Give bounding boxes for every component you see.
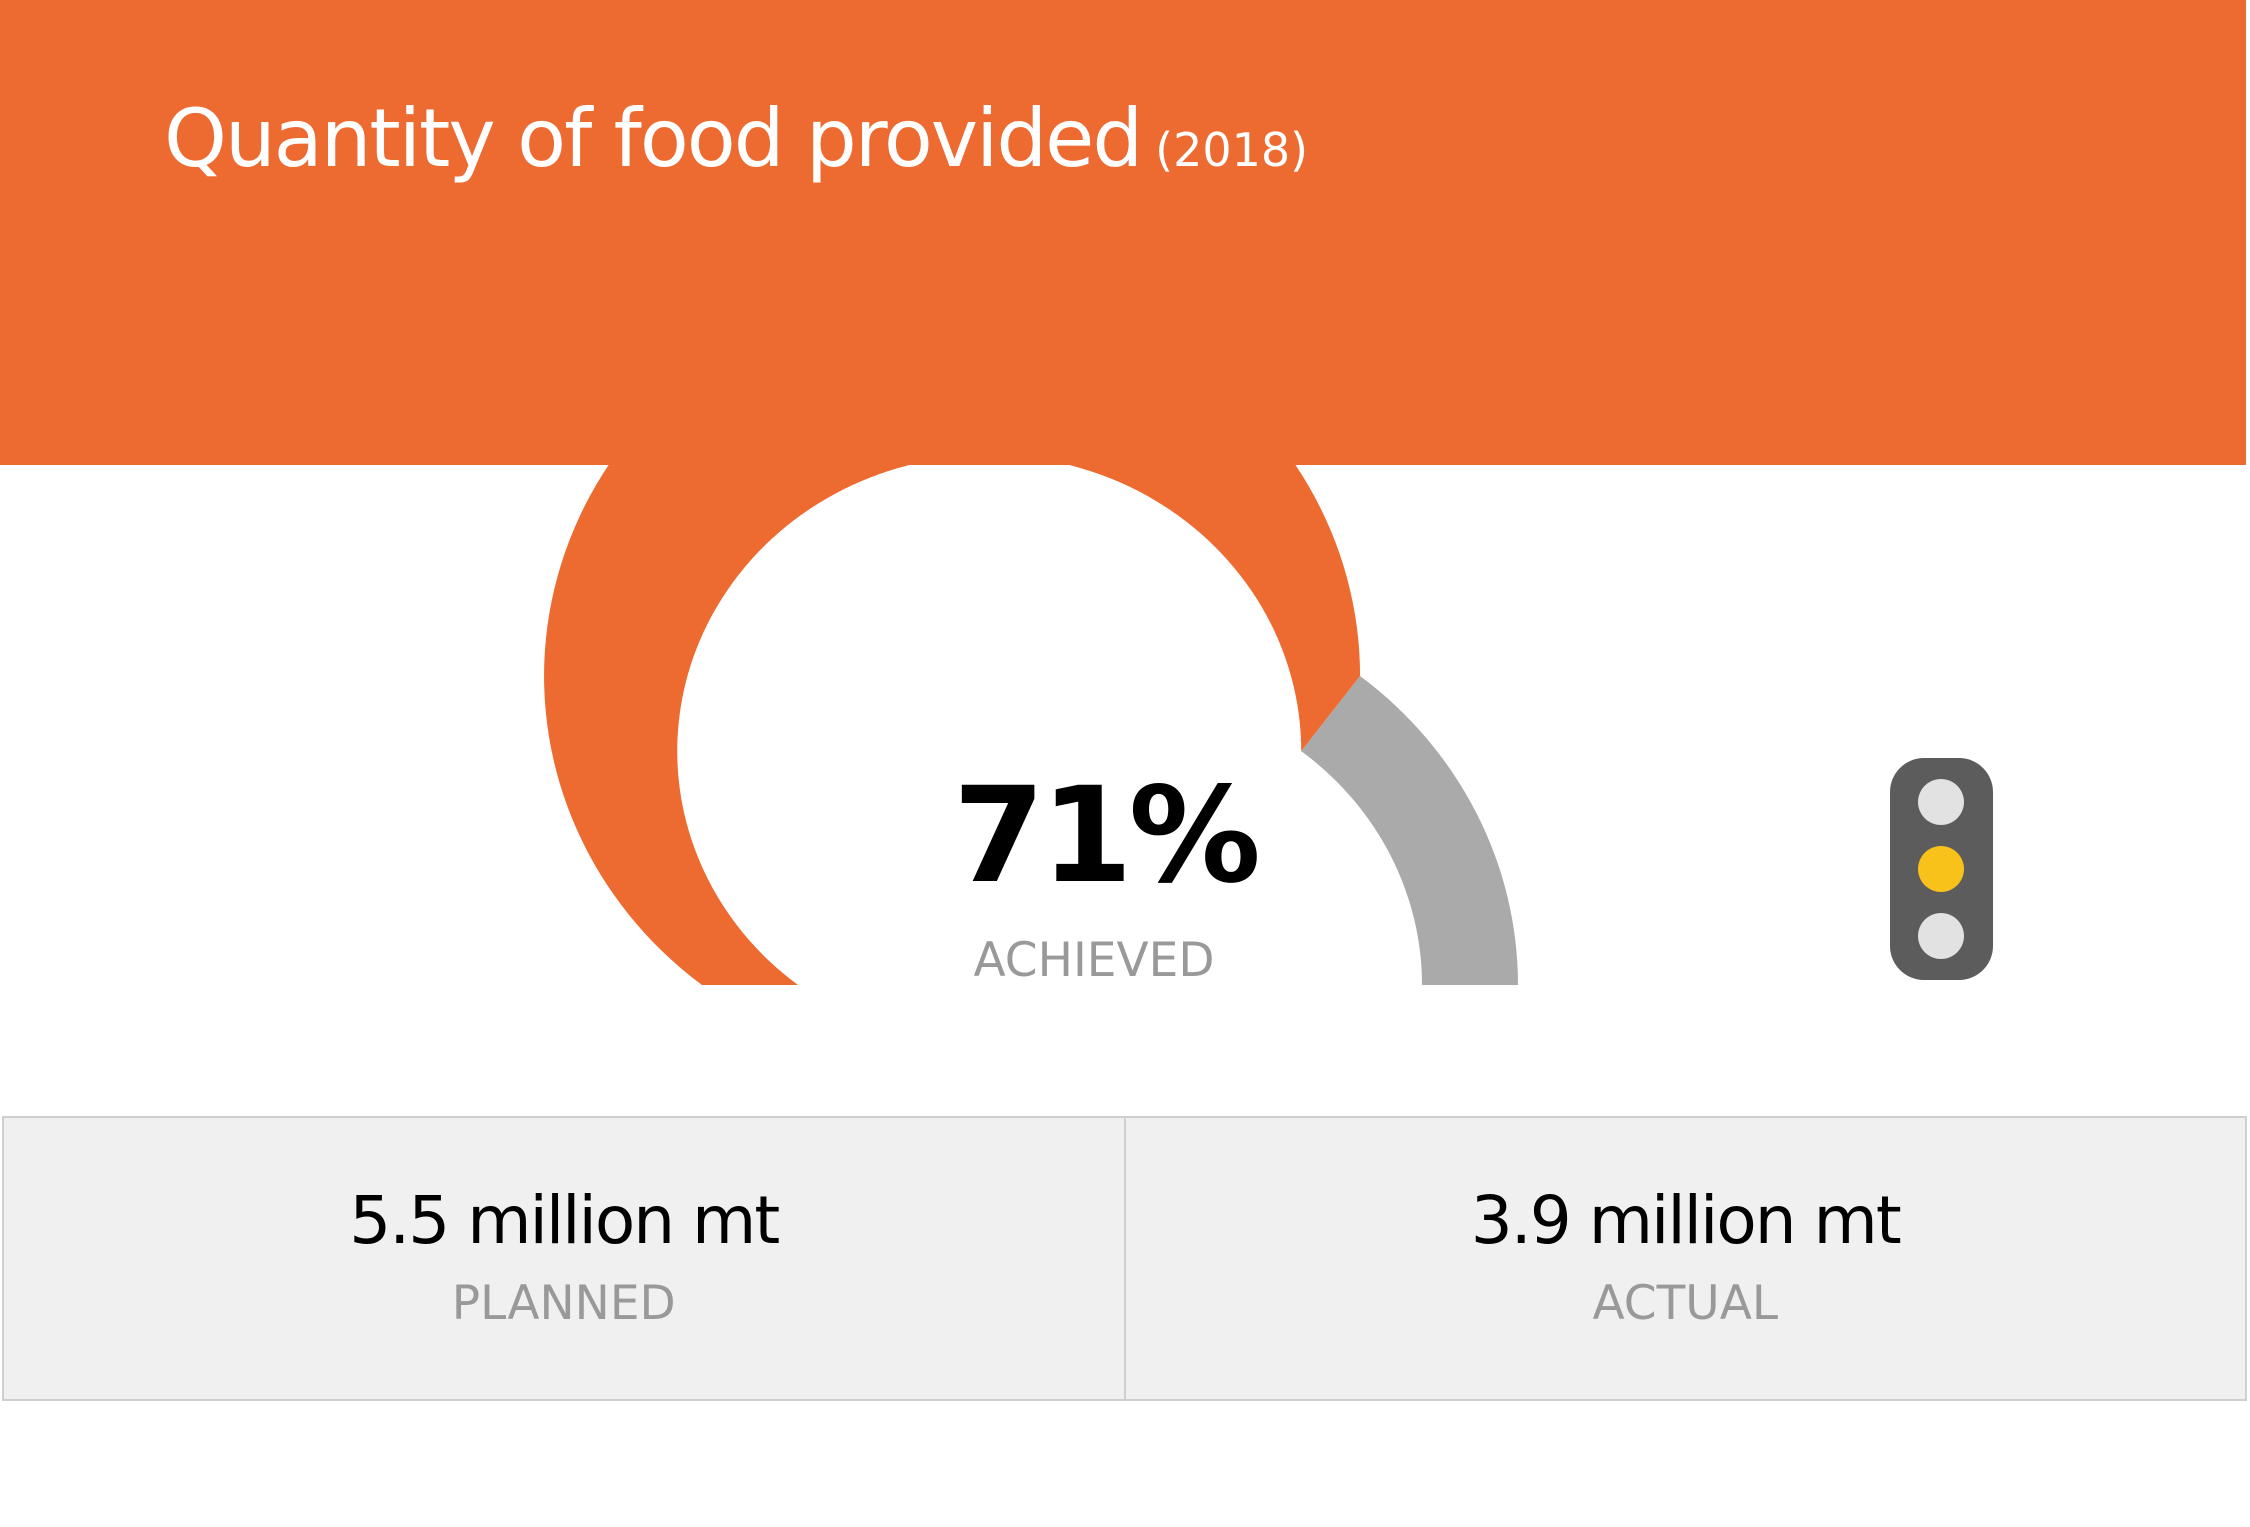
gauge-percent: 71% (953, 759, 1261, 913)
stat-planned: 5.5 million mt PLANNED (4, 1118, 1124, 1399)
stat-actual-value: 3.9 million mt (1470, 1182, 1902, 1259)
lamp-bottom (1918, 913, 1964, 959)
traffic-light-icon (1890, 758, 1993, 980)
gauge-remaining-arc (1301, 676, 1518, 985)
title-year: (2018) (1155, 123, 1309, 177)
lamp-top (1918, 779, 1964, 825)
stat-actual-label: ACTUAL (1592, 1276, 1779, 1331)
stats-panel: 5.5 million mt PLANNED 3.9 million mt AC… (2, 1116, 2247, 1401)
gauge-achieved-arc (544, 285, 1361, 986)
stat-planned-value: 5.5 million mt (349, 1182, 780, 1259)
title-text: Quantity of food provided (164, 92, 1143, 185)
stat-actual: 3.9 million mt ACTUAL (1123, 1118, 2246, 1399)
gauge-caption: ACHIEVED (973, 933, 1215, 988)
stat-planned-label: PLANNED (451, 1276, 676, 1331)
lamp-middle (1918, 846, 1964, 892)
page-title: Quantity of food provided (2018) (164, 92, 1308, 185)
